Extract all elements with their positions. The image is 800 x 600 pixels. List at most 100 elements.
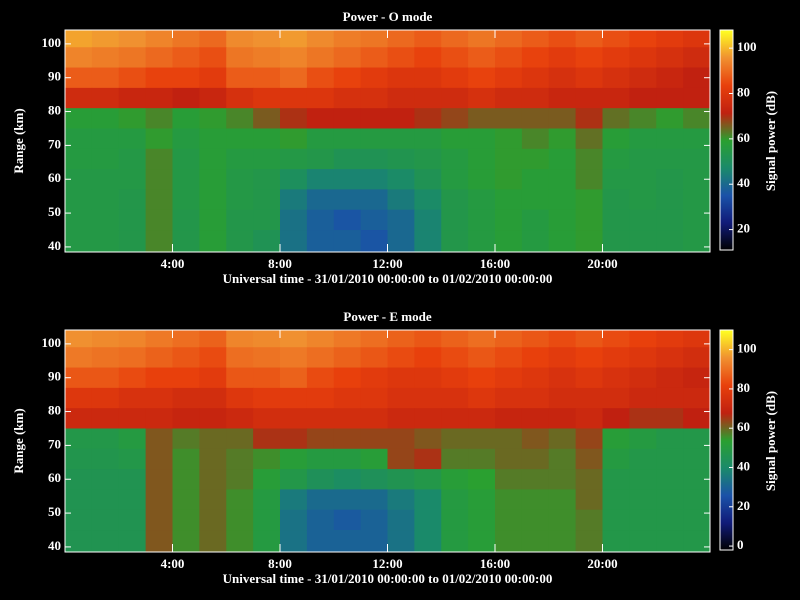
heatmap-cell (145, 330, 173, 348)
heatmap-cell (441, 408, 469, 429)
colorbar-swatch (720, 216, 733, 219)
heatmap-cell (602, 428, 630, 450)
colorbar-swatch (720, 34, 733, 37)
heatmap-cell (656, 367, 684, 389)
heatmap-cell (91, 387, 120, 409)
heatmap-cell (548, 108, 577, 129)
heatmap-cell (65, 30, 93, 48)
heatmap-cell (333, 67, 362, 89)
colorbar-swatch (720, 76, 733, 79)
heatmap-cell (468, 408, 496, 429)
colorbar-swatch (720, 32, 733, 35)
heatmap-cell (521, 387, 550, 409)
heatmap-cell (441, 30, 469, 48)
heatmap-cell (172, 47, 200, 68)
heatmap-cell (629, 408, 657, 429)
heatmap-cell (495, 428, 523, 450)
colorbar-swatch (720, 444, 733, 447)
heatmap-cell (199, 189, 227, 211)
colorbar-swatch (720, 248, 733, 251)
colorbar-swatch (720, 132, 733, 135)
heatmap-cell (145, 30, 173, 48)
colorbar-swatch (720, 84, 733, 87)
heatmap-cell (172, 230, 200, 252)
heatmap-cell (575, 128, 603, 150)
heatmap-cell (253, 209, 281, 231)
heatmap-cell (548, 469, 577, 490)
colorbar-swatch (720, 204, 733, 207)
heatmap-cell (683, 128, 710, 150)
heatmap-cell (387, 428, 415, 450)
colorbar-swatch (720, 520, 733, 523)
heatmap-cell (387, 108, 415, 129)
heatmap-cell (91, 509, 120, 531)
colorbar-swatch (720, 508, 733, 511)
heatmap-cell (199, 387, 227, 409)
heatmap-cell (441, 387, 469, 409)
heatmap-cell (65, 67, 93, 89)
heatmap-cell (629, 530, 657, 552)
heatmap-cell (656, 30, 684, 48)
heatmap-cell (145, 128, 173, 150)
colorbar-swatch (720, 232, 733, 235)
heatmap-cell (521, 408, 550, 429)
colorbar-swatch (720, 208, 733, 211)
colorbar-swatch (720, 516, 733, 519)
heatmap-cell (65, 47, 93, 68)
colorbar-swatch (720, 356, 733, 359)
heatmap-cell (172, 387, 200, 409)
heatmap-cell (521, 367, 550, 389)
heatmap-cell (414, 209, 442, 231)
colorbar-swatch (720, 438, 733, 441)
colorbar-swatch (720, 234, 733, 237)
heatmap-cell (306, 128, 335, 150)
heatmap-cell (65, 469, 93, 490)
heatmap-cell (118, 189, 147, 211)
heatmap-cell (521, 489, 550, 511)
heatmap-cell (118, 108, 147, 129)
x-tick-label: 8:00 (268, 256, 292, 271)
heatmap-cell (199, 169, 227, 190)
heatmap-cell (253, 489, 281, 511)
heatmap-cell (333, 330, 362, 348)
heatmap-cell (683, 87, 710, 109)
heatmap-cell (65, 367, 93, 389)
y-tick-label: 80 (48, 103, 61, 118)
heatmap-cell (65, 330, 93, 348)
heatmap-cell (118, 148, 147, 170)
colorbar-swatch (720, 442, 733, 445)
heatmap-cell (145, 169, 173, 190)
heatmap-cell (65, 489, 93, 511)
colorbar-swatch (720, 330, 733, 333)
heatmap-cell (360, 387, 388, 409)
colorbar-swatch (720, 434, 733, 437)
heatmap-cell (253, 347, 281, 368)
colorbar-tick-label: 40 (737, 458, 750, 473)
colorbar-swatch (720, 424, 733, 427)
colorbar-swatch (720, 334, 733, 337)
heatmap-cell (602, 128, 630, 150)
colorbar-swatch (720, 358, 733, 361)
colorbar-swatch (720, 398, 733, 401)
heatmap-cell (226, 67, 254, 89)
colorbar-swatch (720, 52, 733, 55)
heatmap-cell (199, 148, 227, 170)
heatmap-cell (495, 189, 523, 211)
colorbar-swatch (720, 128, 733, 131)
colorbar-swatch (720, 182, 733, 185)
colorbar-swatch (720, 346, 733, 349)
heatmap-cell (306, 408, 335, 429)
heatmap-cell (91, 330, 120, 348)
colorbar-swatch (720, 60, 733, 63)
heatmap-cell (199, 509, 227, 531)
colorbar-swatch (720, 70, 733, 73)
colorbar-swatch (720, 104, 733, 107)
heatmap-cell (226, 530, 254, 552)
heatmap-cell (629, 30, 657, 48)
heatmap-cell (333, 230, 362, 252)
colorbar-swatch (720, 422, 733, 425)
colorbar-swatch (720, 468, 733, 471)
heatmap-cell (521, 30, 550, 48)
heatmap-cell (91, 30, 120, 48)
heatmap-cell (333, 189, 362, 211)
